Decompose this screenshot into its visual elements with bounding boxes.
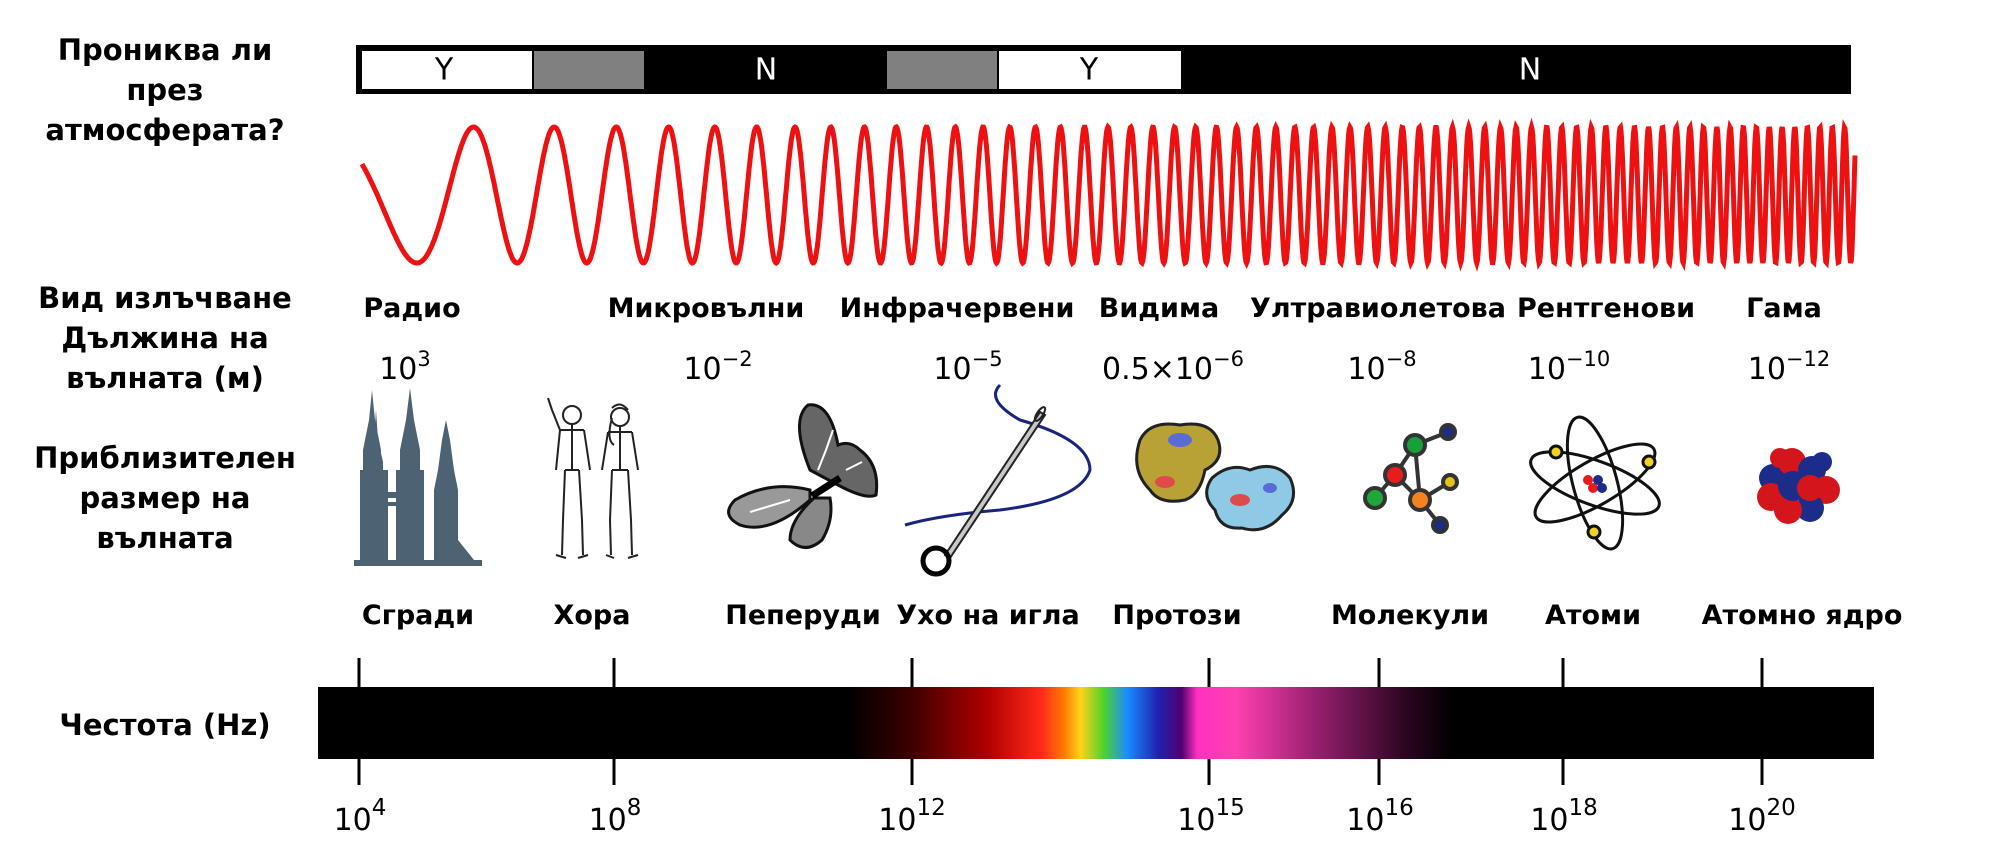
atom-icon (1529, 415, 1661, 551)
wavelength-visible: 0.5×10−6 (1102, 347, 1244, 387)
pen-seg-1 (362, 51, 532, 89)
size-humans: Хора (553, 600, 631, 631)
type-gamma: Гама (1746, 293, 1822, 324)
freq-1: 104 (333, 795, 387, 838)
penetrates-label: Прониква ли през атмосферата? (45, 33, 285, 147)
wavelength-infrared: 10−5 (933, 347, 1003, 387)
buildings-icon (354, 388, 482, 566)
pen-label-5: Y (1079, 52, 1099, 88)
type-ultraviolet: Ултравиолетова (1250, 293, 1506, 324)
wavelength-xray: 10−10 (1527, 347, 1611, 387)
type-visible: Видима (1098, 293, 1220, 324)
protozoa-icon (1135, 422, 1296, 532)
freq-5: 1016 (1346, 795, 1414, 838)
size-needle: Ухо на игла (896, 600, 1080, 631)
size-molecules: Молекули (1330, 600, 1490, 631)
pen-label-6: N (1518, 52, 1542, 88)
pen-seg-2 (534, 51, 644, 89)
freq-2: 108 (588, 795, 642, 838)
type-radio: Радио (363, 293, 461, 324)
frequency-label: Честота (Hz) (59, 708, 271, 742)
type-xray: Рентгенови (1516, 293, 1696, 324)
wavelength-ultraviolet: 10−8 (1347, 347, 1417, 387)
butterfly-icon (727, 403, 879, 549)
wavelength-microwave: 10−2 (683, 347, 753, 387)
approx-size-label: Приблизителен размер на вълната (34, 441, 296, 555)
spectrum-strip (318, 687, 1874, 759)
type-infrared: Инфрачервени (839, 293, 1075, 324)
freq-7: 1020 (1728, 795, 1796, 838)
size-buildings: Сгради (361, 600, 475, 631)
size-butterflies: Пеперуди (725, 600, 881, 631)
freq-6: 1018 (1530, 795, 1598, 838)
type-microwave: Микровълни (607, 293, 805, 324)
size-nucleus: Атомно ядро (1701, 600, 1903, 631)
pen-seg-4 (887, 51, 997, 89)
radiation-type-label: Вид излъчване (38, 281, 292, 315)
wavelength-gamma: 10−12 (1747, 347, 1831, 387)
molecule-icon (1363, 423, 1459, 534)
wavelength-radio: 103 (379, 347, 431, 387)
nucleus-icon (1757, 448, 1840, 524)
pen-seg-5 (999, 51, 1181, 89)
size-atoms: Атоми (1544, 600, 1642, 631)
wavelength-label: Дължина на вълната (м) (61, 321, 269, 395)
wave-line (359, 117, 1858, 272)
freq-4: 1015 (1177, 795, 1245, 838)
needle-icon (904, 383, 1092, 577)
humans-icon (547, 397, 639, 559)
penetration-bar (356, 45, 1851, 94)
frequency-ticks (357, 658, 1764, 785)
size-protozoa: Протози (1112, 600, 1242, 631)
pen-label-3: N (754, 52, 778, 88)
pen-label-1: Y (434, 52, 454, 88)
freq-3: 1012 (878, 795, 946, 838)
